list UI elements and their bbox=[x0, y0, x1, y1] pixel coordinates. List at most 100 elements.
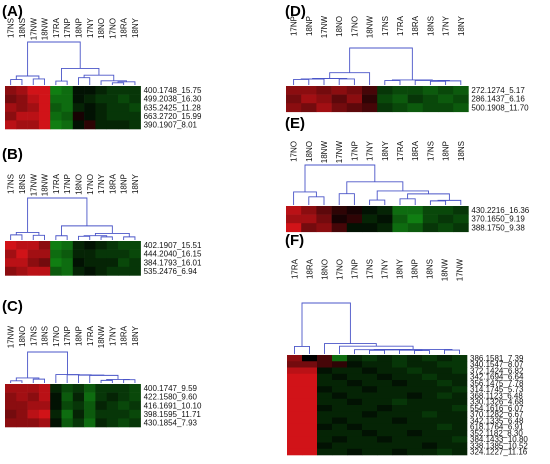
heatmap-cell bbox=[287, 411, 303, 418]
heatmap-cell bbox=[377, 86, 393, 95]
heatmap-cell bbox=[287, 417, 303, 425]
heatmap-cell bbox=[347, 423, 363, 431]
column-label: 17NS bbox=[366, 259, 375, 279]
heatmap-cell bbox=[38, 86, 51, 95]
heatmap-cell bbox=[72, 392, 85, 402]
heatmap-cell bbox=[332, 373, 348, 381]
heatmap-cell bbox=[302, 361, 318, 368]
heatmap-cell bbox=[5, 418, 17, 428]
heatmap-cell bbox=[302, 417, 318, 425]
heatmap-cell bbox=[422, 386, 438, 393]
heatmap-cell bbox=[106, 103, 119, 113]
heatmap-cell bbox=[106, 266, 119, 276]
column-label: 17NP bbox=[290, 16, 299, 36]
heatmap-cell bbox=[286, 214, 302, 224]
heatmap-cell bbox=[5, 86, 17, 95]
heatmap-panel-a: (A)17NS 18NS 17NW 18NW 17RA 17NP 18NP 17NY 18NO 1… bbox=[2, 3, 202, 130]
heatmap-cell bbox=[422, 430, 438, 437]
heatmap-cell bbox=[362, 436, 378, 443]
heatmap-cell bbox=[287, 430, 303, 437]
heatmap-cell bbox=[38, 392, 51, 402]
column-label: 17RA bbox=[291, 258, 300, 279]
heatmap-cell bbox=[287, 392, 303, 400]
dendrogram-branch bbox=[27, 351, 68, 378]
heatmap-cell bbox=[95, 120, 107, 130]
dendrogram-branch bbox=[376, 190, 429, 201]
heatmap-cell bbox=[437, 392, 453, 400]
heatmap-cell bbox=[16, 258, 28, 268]
heatmap-cell bbox=[346, 86, 363, 95]
row-label: 499.2038_16.30 bbox=[144, 95, 202, 104]
column-label: 17NS bbox=[381, 16, 390, 36]
heatmap-cell bbox=[392, 430, 408, 437]
column-label: 18NO bbox=[97, 18, 106, 39]
heatmap-cell bbox=[316, 103, 332, 113]
row-label: 286.1437_6.16 bbox=[471, 95, 525, 104]
heatmap-cell bbox=[27, 418, 40, 428]
heatmap-cell bbox=[118, 266, 130, 276]
heatmap-cell bbox=[5, 103, 17, 113]
heatmap-cell bbox=[317, 411, 333, 418]
heatmap-cell bbox=[38, 111, 51, 121]
dendrogram-branch bbox=[100, 236, 113, 240]
column-label: 18NO bbox=[74, 174, 83, 195]
column-label: 17NO bbox=[290, 141, 299, 162]
heatmap-cell bbox=[437, 442, 453, 450]
heatmap-cell bbox=[16, 384, 28, 393]
column-label: 17NS bbox=[7, 174, 16, 194]
heatmap-cell bbox=[422, 86, 439, 95]
column-label: 18NY bbox=[131, 173, 140, 194]
heatmap-cell bbox=[5, 120, 17, 130]
heatmap-cell bbox=[287, 405, 303, 412]
heatmap-cell bbox=[377, 386, 393, 393]
heatmap-cell bbox=[317, 442, 333, 450]
heatmap-cell bbox=[95, 392, 107, 402]
heatmap-cell bbox=[407, 436, 423, 443]
row-label: 314.1745_5.73 bbox=[470, 385, 524, 394]
heatmap-cell bbox=[84, 401, 96, 411]
heatmap-cell bbox=[377, 367, 393, 375]
heatmap-cell bbox=[377, 430, 393, 437]
heatmap-cell bbox=[347, 448, 363, 456]
heatmap-cell bbox=[392, 386, 408, 393]
row-label: 352.1182_8.30 bbox=[470, 429, 523, 438]
heatmap-cell bbox=[392, 373, 408, 381]
heatmap-cell bbox=[422, 94, 439, 104]
heatmap-cell bbox=[392, 380, 408, 387]
heatmap-cell bbox=[72, 111, 85, 121]
dendrogram-branch bbox=[338, 78, 355, 85]
heatmap-cell bbox=[5, 241, 17, 250]
heatmap-cell bbox=[437, 417, 453, 425]
column-label: 17NY bbox=[366, 140, 375, 161]
heatmap-cell bbox=[407, 86, 424, 95]
heatmap-cell bbox=[362, 373, 378, 381]
heatmap-cell bbox=[377, 380, 393, 387]
heatmap-cell bbox=[332, 411, 348, 418]
heatmap-cell bbox=[287, 355, 303, 362]
heatmap-cell bbox=[392, 448, 408, 456]
heatmap-cell bbox=[347, 373, 363, 381]
dendrogram-branch bbox=[407, 193, 450, 201]
heatmap-cell bbox=[331, 206, 348, 215]
heatmap-cell bbox=[316, 223, 332, 233]
heatmap-cell bbox=[346, 103, 363, 113]
heatmap-cell bbox=[362, 367, 378, 375]
heatmap-cell bbox=[302, 373, 318, 381]
column-label: 18NW bbox=[41, 174, 50, 197]
heatmap-panel-b: (B)17NS 18NS 17NW 18NW 17RA 17NP 18NO 17NO 17NY 1… bbox=[2, 146, 202, 276]
heatmap-cell bbox=[61, 409, 74, 419]
heatmap-cell bbox=[392, 442, 408, 450]
heatmap-cell bbox=[407, 355, 423, 362]
column-label: 18NS bbox=[426, 259, 435, 279]
heatmap-cell bbox=[317, 380, 333, 387]
heatmap-cell bbox=[407, 392, 423, 400]
row-label: 338.1385_10.52 bbox=[470, 441, 528, 450]
heatmap-cell bbox=[317, 417, 333, 425]
heatmap-cell bbox=[16, 111, 28, 121]
heatmap-cell bbox=[84, 258, 96, 268]
heatmap-cell bbox=[377, 448, 393, 456]
heatmap-cell bbox=[61, 258, 74, 268]
heatmap-cell bbox=[61, 401, 74, 411]
heatmap-cell bbox=[407, 405, 423, 412]
row-label: 416.1691_10.10 bbox=[144, 401, 202, 410]
